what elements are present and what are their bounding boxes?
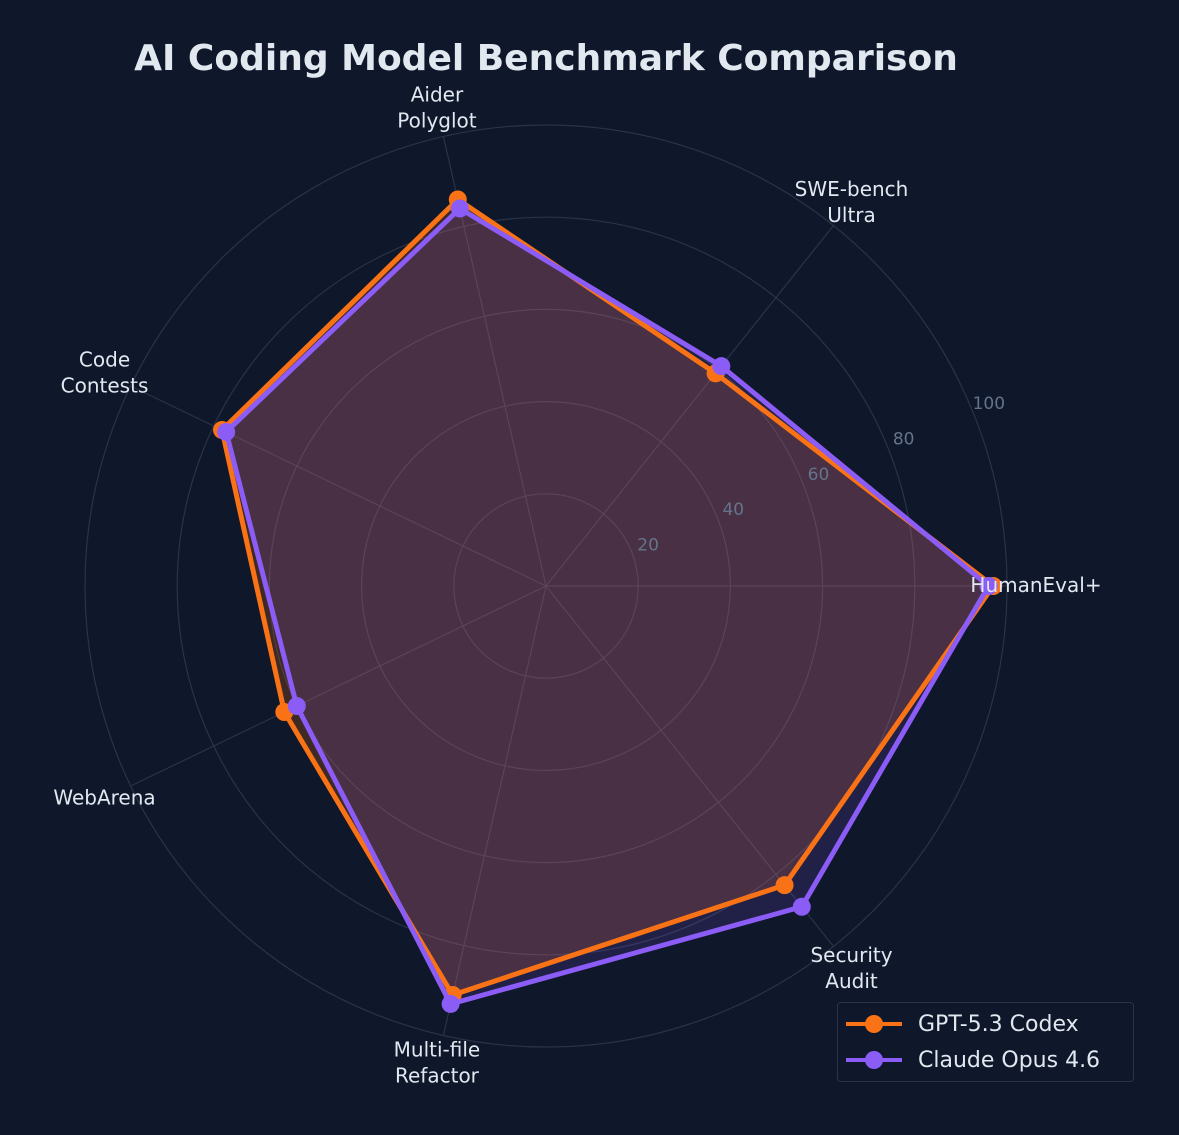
data-point	[979, 577, 998, 595]
data-point	[450, 199, 469, 218]
series-line	[219, 196, 996, 998]
legend-item-claude: Claude Opus 4.6	[846, 1045, 1100, 1075]
r-tick-label: 60	[808, 465, 830, 485]
category-label: SWE-bench Ultra	[795, 176, 909, 226]
legend-item-gpt: GPT-5.3 Codex	[846, 1009, 1079, 1039]
r-tick-label: 40	[722, 500, 744, 520]
r-tick-label: 80	[893, 430, 915, 450]
series-fill	[226, 208, 989, 1004]
series-fill	[222, 199, 994, 995]
legend: GPT-5.3 Codex Claude Opus 4.6	[837, 1002, 1134, 1082]
chart-title: AI Coding Model Benchmark Comparison	[134, 38, 958, 79]
data-point	[712, 357, 731, 376]
legend-swatch-claude	[846, 1051, 902, 1069]
data-point	[775, 876, 794, 895]
grid-spoke	[442, 585, 547, 1036]
legend-label-claude: Claude Opus 4.6	[918, 1047, 1101, 1073]
legend-label-gpt: GPT-5.3 Codex	[918, 1011, 1079, 1037]
category-label: Code Contests	[61, 347, 149, 397]
r-tick-label: 100	[973, 394, 1005, 414]
data-point	[217, 422, 236, 441]
r-tick-label: 20	[637, 535, 659, 555]
data-point	[287, 697, 306, 716]
legend-swatch-gpt	[846, 1015, 902, 1033]
category-label: Security Audit	[810, 943, 892, 993]
category-label: Aider Polyglot	[397, 82, 476, 132]
category-label: HumanEval+	[970, 573, 1101, 597]
grid-spoke	[545, 225, 834, 587]
category-label: Multi-file Refactor	[394, 1037, 481, 1087]
data-point	[441, 994, 460, 1013]
grid-spoke	[130, 585, 547, 787]
category-label: WebArena	[53, 785, 155, 809]
data-point	[792, 897, 811, 916]
series-line	[223, 205, 992, 1007]
grid-spoke	[130, 385, 547, 587]
